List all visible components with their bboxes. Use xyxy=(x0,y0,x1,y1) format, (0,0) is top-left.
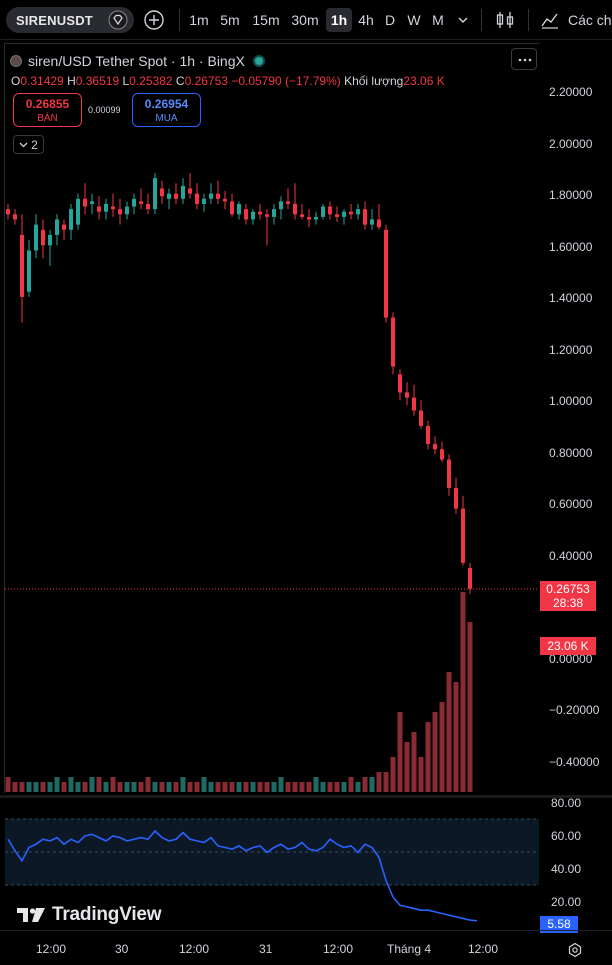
buy-label: MUA xyxy=(155,113,178,124)
close-value: 0.26753 xyxy=(184,74,228,88)
symbol-logo-icon xyxy=(10,55,22,67)
rsi-tick: 20.00 xyxy=(551,895,582,909)
toolbar-divider xyxy=(481,9,482,31)
gear-icon[interactable] xyxy=(567,942,583,958)
sell-price: 0.26855 xyxy=(25,97,70,111)
interval-m[interactable]: M xyxy=(432,12,444,28)
price-tick: 0.60000 xyxy=(549,497,593,511)
time-tick: Tháng 4 xyxy=(387,942,432,956)
dots-icon xyxy=(518,58,532,62)
rsi-value-tag: 5.58 xyxy=(540,916,578,933)
legend-title[interactable]: siren/USD Tether Spot · 1h · BingX xyxy=(28,53,245,69)
toolbar-divider xyxy=(179,9,180,31)
symbol-label: SIRENUSDT xyxy=(16,12,93,28)
time-tick: 30 xyxy=(115,942,129,956)
volume-value: 23.06 K xyxy=(403,74,445,88)
rsi-tick: 60.00 xyxy=(551,829,582,843)
ohlc-readout: O0.31429 H0.36519 L0.25382 C0.26753 −0.0… xyxy=(11,74,445,88)
symbol-search-button[interactable]: SIRENUSDT xyxy=(6,7,134,33)
tradingview-logo[interactable]: TradingView xyxy=(16,904,162,926)
price-tick: 2.20000 xyxy=(549,85,593,99)
top-toolbar: SIRENUSDT 1m 5m 15m 30m 1h 4h D W M Các … xyxy=(0,0,612,40)
price-tick: 2.00000 xyxy=(549,137,593,151)
interval-1h[interactable]: 1h xyxy=(326,8,352,32)
last-price-tag: 0.26753 28:38 xyxy=(540,581,596,611)
market-open-icon xyxy=(252,55,265,67)
price-tick: 1.60000 xyxy=(549,240,593,254)
volume-label: Khối lượng xyxy=(344,74,404,88)
chevron-down-icon xyxy=(19,142,28,148)
interval-5m[interactable]: 5m xyxy=(220,12,240,28)
change-value: −0.05790 (−17.79%) xyxy=(231,74,341,88)
time-tick: 12:00 xyxy=(36,942,67,956)
chevron-down-icon[interactable] xyxy=(456,11,470,29)
price-tick: −0.20000 xyxy=(549,703,600,717)
time-tick: 31 xyxy=(259,942,273,956)
chart-pane[interactable] xyxy=(4,43,540,793)
low-key: L xyxy=(122,74,130,88)
open-key: O xyxy=(11,74,21,88)
low-value: 0.25382 xyxy=(129,74,173,88)
compare-plus-icon[interactable] xyxy=(143,9,165,31)
price-tick: 1.40000 xyxy=(549,291,593,305)
price-tick: 1.00000 xyxy=(549,394,593,408)
high-key: H xyxy=(67,74,76,88)
interval-30m[interactable]: 30m xyxy=(291,12,319,28)
indicators-icon[interactable] xyxy=(540,10,560,30)
time-axis[interactable] xyxy=(0,930,612,965)
price-tick: 0.80000 xyxy=(549,446,593,460)
close-key: C xyxy=(175,74,185,88)
price-tick: 0.00000 xyxy=(549,652,593,666)
legend-title-row: siren/USD Tether Spot · 1h · BingX xyxy=(10,53,265,69)
collapsed-count: 2 xyxy=(31,137,38,152)
pane-separator[interactable] xyxy=(0,795,612,798)
sell-label: BÁN xyxy=(37,113,58,124)
bar-countdown: 28:38 xyxy=(552,596,584,610)
price-tick: 0.40000 xyxy=(549,549,593,563)
collapse-indicators-button[interactable]: 2 xyxy=(13,135,44,154)
time-tick: 12:00 xyxy=(179,942,210,956)
price-tick: −0.40000 xyxy=(549,755,600,769)
tradingview-logo-icon xyxy=(17,908,45,922)
price-tick: 1.80000 xyxy=(549,188,593,202)
time-tick: 12:00 xyxy=(323,942,354,956)
open-value: 0.31429 xyxy=(20,74,64,88)
indicators-button[interactable]: Các ch xyxy=(568,12,612,28)
interval-w[interactable]: W xyxy=(407,12,421,28)
more-options-button[interactable] xyxy=(511,48,537,70)
interval-4h[interactable]: 4h xyxy=(358,12,374,28)
buy-price: 0.26954 xyxy=(144,97,189,111)
interval-15m[interactable]: 15m xyxy=(252,12,280,28)
sell-button[interactable]: 0.26855 BÁN xyxy=(13,93,82,127)
rsi-band xyxy=(5,819,539,885)
last-price-value: 0.26753 xyxy=(546,582,590,596)
brand-name: TradingView xyxy=(52,904,162,925)
diamond-icon[interactable] xyxy=(108,10,128,30)
time-tick: 12:00 xyxy=(468,942,499,956)
interval-d[interactable]: D xyxy=(384,12,396,28)
high-value: 0.36519 xyxy=(75,74,120,88)
volume-tag: 23.06 K xyxy=(540,637,596,655)
rsi-tick: 40.00 xyxy=(551,862,582,876)
rsi-tick: 80.00 xyxy=(551,796,582,810)
interval-1m[interactable]: 1m xyxy=(189,12,209,28)
buy-button[interactable]: 0.26954 MUA xyxy=(132,93,201,127)
price-tick: 1.20000 xyxy=(549,343,593,357)
toolbar-divider xyxy=(528,9,529,31)
spread-value: 0.00099 xyxy=(88,105,121,115)
candle-style-icon[interactable] xyxy=(494,9,516,31)
